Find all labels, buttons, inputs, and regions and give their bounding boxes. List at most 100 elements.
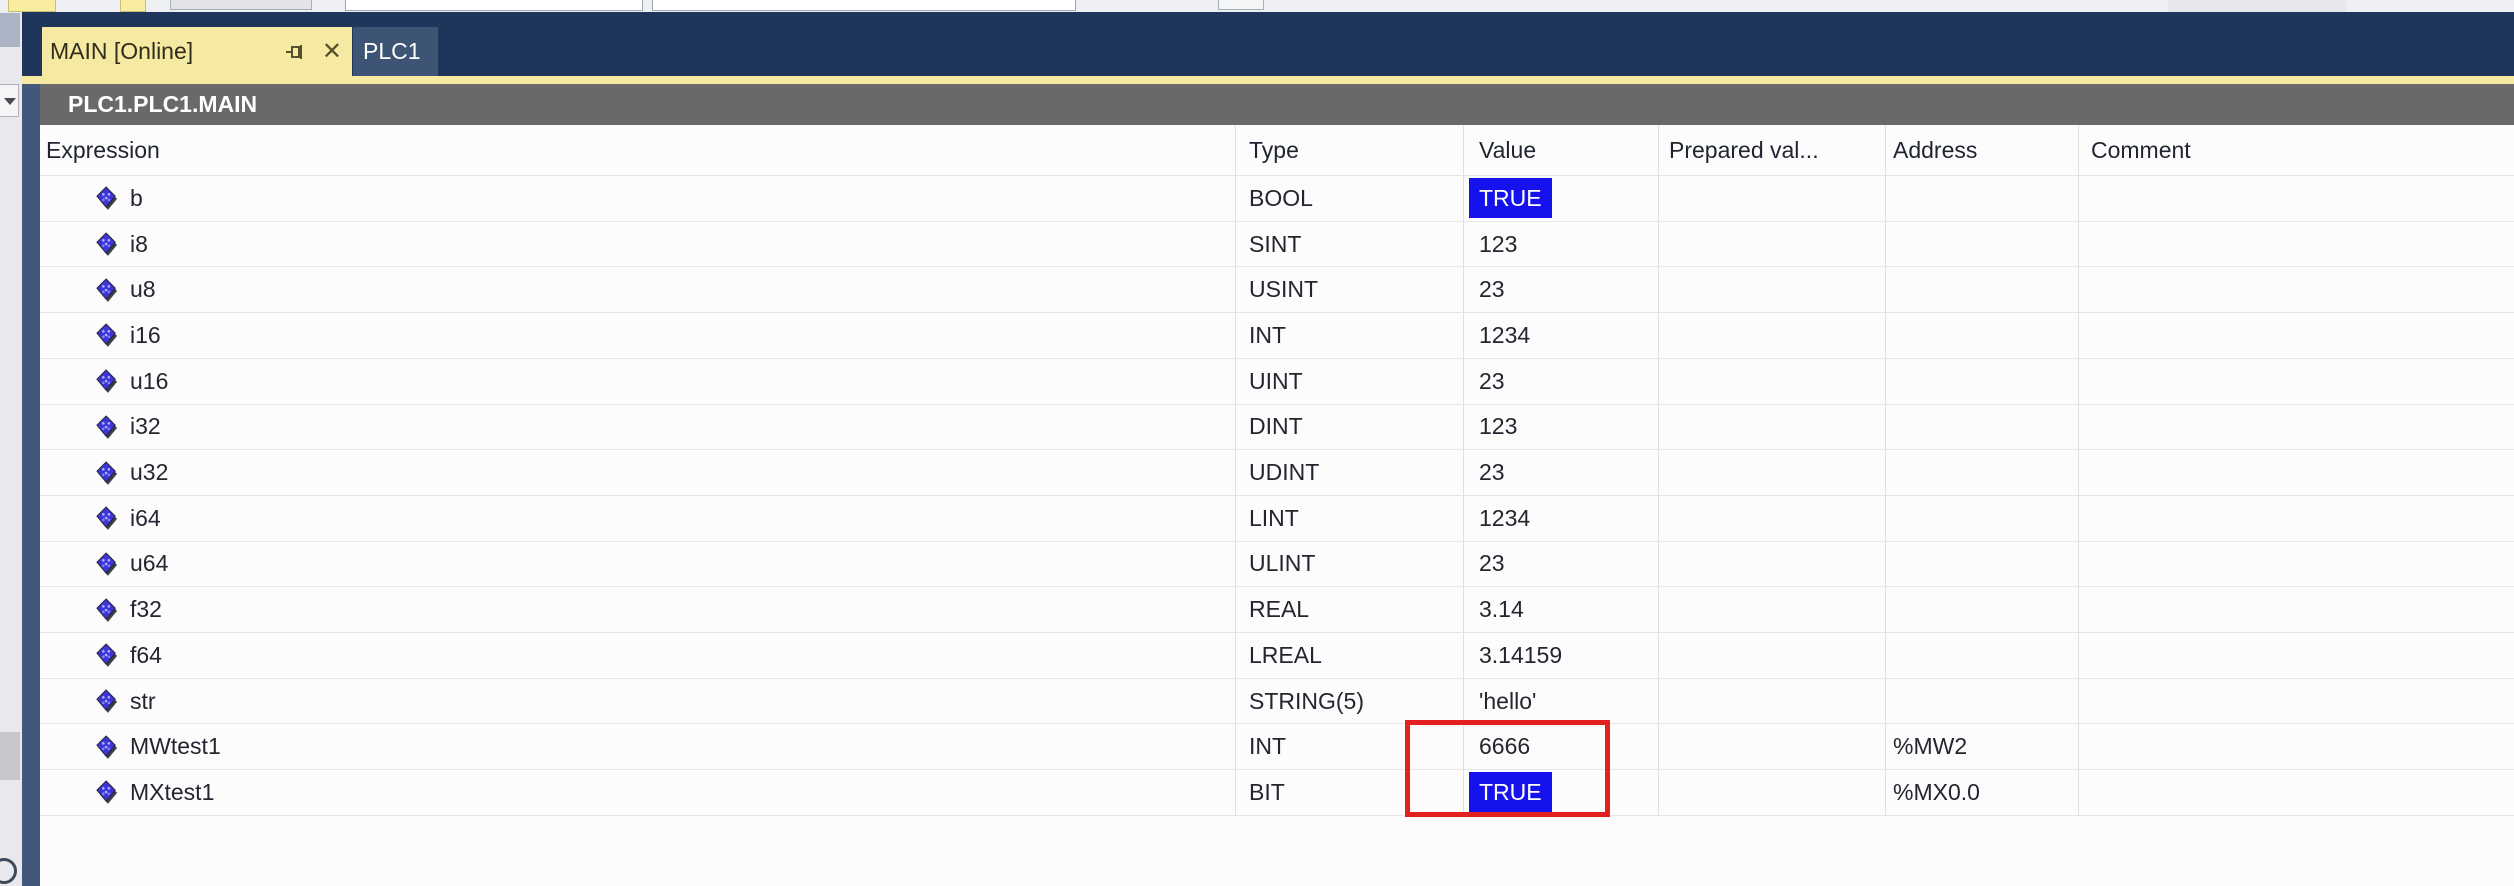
type-cell: ULINT	[1235, 541, 1463, 587]
address-cell	[1885, 267, 2078, 313]
prepared-value-cell[interactable]	[1658, 633, 1885, 678]
expression-cell[interactable]: MWtest1	[40, 724, 1235, 769]
value-cell[interactable]: 1234	[1463, 495, 1658, 541]
table-row[interactable]: u16 UINT 23	[40, 358, 2514, 405]
value-cell[interactable]: 123	[1463, 221, 1658, 267]
annotation-red-box	[1405, 720, 1610, 817]
address-cell	[1885, 678, 2078, 724]
table-row[interactable]: i32 DINT 123	[40, 404, 2514, 451]
expression-cell[interactable]: i8	[40, 222, 1235, 267]
prepared-value-cell[interactable]	[1658, 587, 1885, 633]
table-row[interactable]: u32 UDINT 23	[40, 450, 2514, 496]
table-row[interactable]: f64 LREAL 3.14159	[40, 633, 2514, 679]
value-cell[interactable]: 6666	[1463, 724, 1658, 770]
tab-plc1[interactable]: PLC1	[353, 27, 438, 76]
column-header-comment[interactable]: Comment	[2078, 125, 2514, 175]
expression-label: f64	[130, 641, 162, 668]
prepared-value-cell[interactable]	[1658, 724, 1885, 770]
expression-cell[interactable]: b	[40, 176, 1235, 221]
table-row[interactable]: u8 USINT 23	[40, 267, 2514, 314]
value-cell[interactable]: TRUE	[1463, 770, 1658, 815]
column-header-expression[interactable]: Expression	[46, 136, 160, 163]
type-cell: USINT	[1235, 267, 1463, 313]
value-cell[interactable]: 3.14	[1463, 587, 1658, 633]
toolbar-highlight-button[interactable]	[8, 0, 56, 12]
expression-cell[interactable]: u32	[40, 450, 1235, 495]
address-cell	[1885, 358, 2078, 404]
expression-cell[interactable]: f64	[40, 633, 1235, 678]
table-row[interactable]: str STRING(5) 'hello'	[40, 678, 2514, 725]
table-row[interactable]: i16 INT 1234	[40, 313, 2514, 359]
toolbar-small-button[interactable]	[1218, 0, 1264, 10]
left-panel-dropdown[interactable]	[0, 84, 19, 117]
value-cell[interactable]: 3.14159	[1463, 633, 1658, 678]
type-cell: SINT	[1235, 221, 1463, 267]
value-text: 23	[1479, 276, 1505, 303]
comment-cell	[2078, 770, 2514, 815]
table-row[interactable]: i64 LINT 1234	[40, 495, 2514, 542]
pin-icon[interactable]	[282, 42, 308, 62]
table-row[interactable]: MXtest1 BIT TRUE %MX0.0	[40, 770, 2514, 816]
value-text: 123	[1479, 413, 1518, 440]
expression-cell[interactable]: i32	[40, 405, 1235, 450]
prepared-value-cell[interactable]	[1658, 358, 1885, 404]
table-row[interactable]: b BOOL TRUE	[40, 176, 2514, 222]
value-text: TRUE	[1469, 772, 1552, 813]
column-header-address[interactable]: Address	[1885, 125, 2078, 175]
expression-cell[interactable]: u16	[40, 359, 1235, 404]
expression-cell[interactable]: i64	[40, 496, 1235, 541]
expression-cell[interactable]: i16	[40, 313, 1235, 358]
value-cell[interactable]: 1234	[1463, 313, 1658, 358]
toolbar-highlight-button-small[interactable]	[120, 0, 146, 12]
column-header-type[interactable]: Type	[1235, 125, 1463, 175]
type-cell: DINT	[1235, 404, 1463, 450]
expression-cell[interactable]: str	[40, 679, 1235, 724]
value-cell[interactable]: 23	[1463, 267, 1658, 313]
prepared-value-cell[interactable]	[1658, 404, 1885, 450]
expression-label: u16	[130, 367, 169, 394]
toolbar-strip	[0, 0, 2514, 12]
prepared-value-cell[interactable]	[1658, 770, 1885, 815]
prepared-value-cell[interactable]	[1658, 176, 1885, 221]
value-cell[interactable]: 23	[1463, 541, 1658, 587]
value-cell[interactable]: 23	[1463, 358, 1658, 404]
value-text: 23	[1479, 550, 1505, 577]
comment-cell	[2078, 678, 2514, 724]
toolbar-inset-control[interactable]	[170, 0, 312, 10]
table-row[interactable]: MWtest1 INT 6666 %MW2	[40, 724, 2514, 771]
comment-cell	[2078, 267, 2514, 313]
prepared-value-cell[interactable]	[1658, 678, 1885, 724]
value-text: 123	[1479, 230, 1518, 257]
expression-label: f32	[130, 596, 162, 623]
expression-cell[interactable]: u64	[40, 542, 1235, 587]
prepared-value-cell[interactable]	[1658, 267, 1885, 313]
column-header-value[interactable]: Value	[1463, 125, 1658, 175]
prepared-value-cell[interactable]	[1658, 313, 1885, 358]
table-row[interactable]: u64 ULINT 23	[40, 541, 2514, 588]
prepared-value-cell[interactable]	[1658, 450, 1885, 495]
comment-cell	[2078, 313, 2514, 358]
variable-icon	[96, 232, 118, 256]
value-cell[interactable]: 23	[1463, 450, 1658, 495]
close-icon[interactable]: ✕	[321, 38, 342, 65]
value-cell[interactable]: TRUE	[1463, 176, 1658, 221]
column-header-prepared[interactable]: Prepared val...	[1658, 125, 1885, 175]
table-row[interactable]: f32 REAL 3.14	[40, 587, 2514, 634]
left-panel-block	[0, 732, 20, 780]
value-cell[interactable]: 'hello'	[1463, 678, 1658, 724]
comment-cell	[2078, 724, 2514, 770]
toolbar-searchbox[interactable]	[652, 0, 1076, 11]
expression-cell[interactable]: u8	[40, 267, 1235, 312]
expression-cell[interactable]: f32	[40, 587, 1235, 632]
value-cell[interactable]: 123	[1463, 404, 1658, 450]
expression-cell[interactable]: MXtest1	[40, 770, 1235, 815]
toolbar-combobox[interactable]	[345, 0, 643, 11]
address-cell	[1885, 450, 2078, 495]
table-row[interactable]: i8 SINT 123	[40, 221, 2514, 268]
comment-cell	[2078, 450, 2514, 495]
prepared-value-cell[interactable]	[1658, 541, 1885, 587]
tab-main-online[interactable]: MAIN [Online] ✕	[42, 27, 352, 76]
document-tab-bar: MAIN [Online] ✕ PLC1	[22, 12, 2514, 84]
prepared-value-cell[interactable]	[1658, 221, 1885, 267]
prepared-value-cell[interactable]	[1658, 495, 1885, 541]
